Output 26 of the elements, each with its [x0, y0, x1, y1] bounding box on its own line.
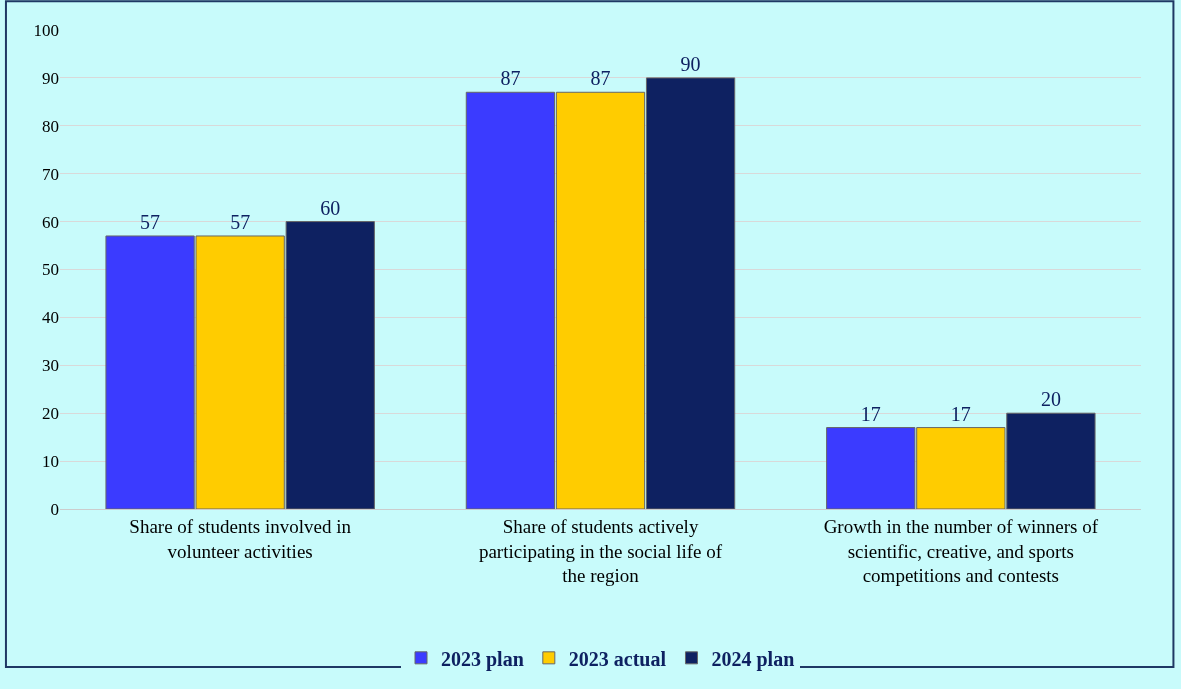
x-tick-label: Share of students involved in volunteer activities [129, 515, 352, 562]
data-label: 90 [680, 52, 701, 75]
y-tick-label: 50 [42, 260, 59, 280]
data-label: 87 [500, 67, 521, 90]
data-label: 20 [1040, 388, 1061, 411]
y-tick-label: 30 [42, 356, 59, 376]
data-label: 17 [860, 402, 881, 425]
data-label: 17 [950, 402, 971, 425]
y-tick-label: 60 [42, 212, 59, 232]
y-tick-label: 10 [42, 452, 59, 472]
y-tick-label: 0 [50, 499, 59, 519]
y-tick-label: 20 [42, 404, 59, 424]
data-label: 57 [230, 210, 251, 233]
y-tick-label: 90 [42, 68, 59, 88]
legend-label: 2024 plan [711, 647, 795, 671]
data-label: 57 [140, 210, 161, 233]
y-tick-label: 40 [42, 308, 59, 328]
legend-label: 2023 actual [568, 647, 667, 670]
y-tick-label: 70 [42, 164, 59, 184]
data-label: 87 [590, 67, 611, 90]
legend-label: 2023 plan [441, 647, 524, 671]
y-tick-label: 80 [42, 116, 59, 136]
y-tick-label: 100 [33, 20, 59, 40]
x-tick-label: Share of students actively participating in the social life of the region [478, 515, 723, 587]
x-tick-label: Growth in the number of winners of scientific, creative, and sports competitions and contests [823, 515, 1099, 587]
data-label: 60 [320, 196, 341, 219]
